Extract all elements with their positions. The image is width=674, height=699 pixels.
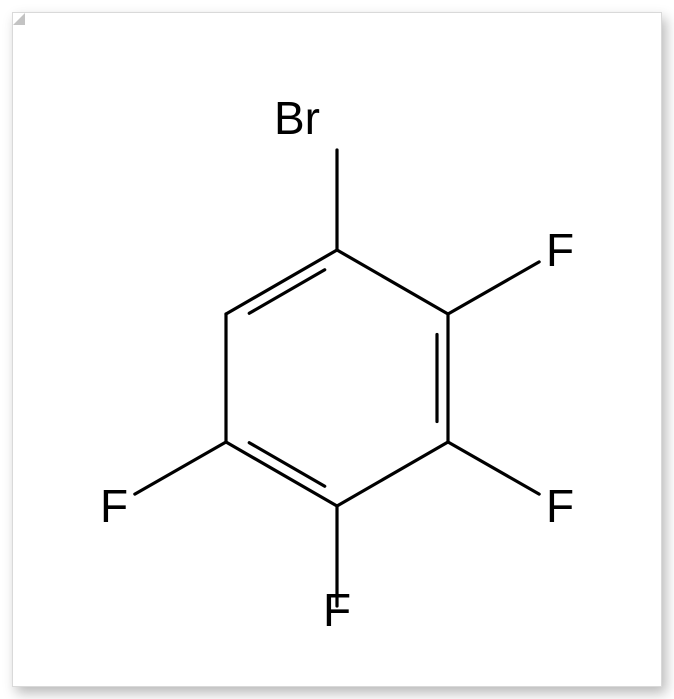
- atom-label-f: F: [546, 227, 574, 273]
- atom-label-br: Br: [274, 95, 320, 141]
- atom-label-f: F: [100, 483, 128, 529]
- atom-label-f: F: [546, 483, 574, 529]
- atom-label-f: F: [323, 587, 351, 633]
- figure-canvas: Br F F F F: [0, 0, 674, 699]
